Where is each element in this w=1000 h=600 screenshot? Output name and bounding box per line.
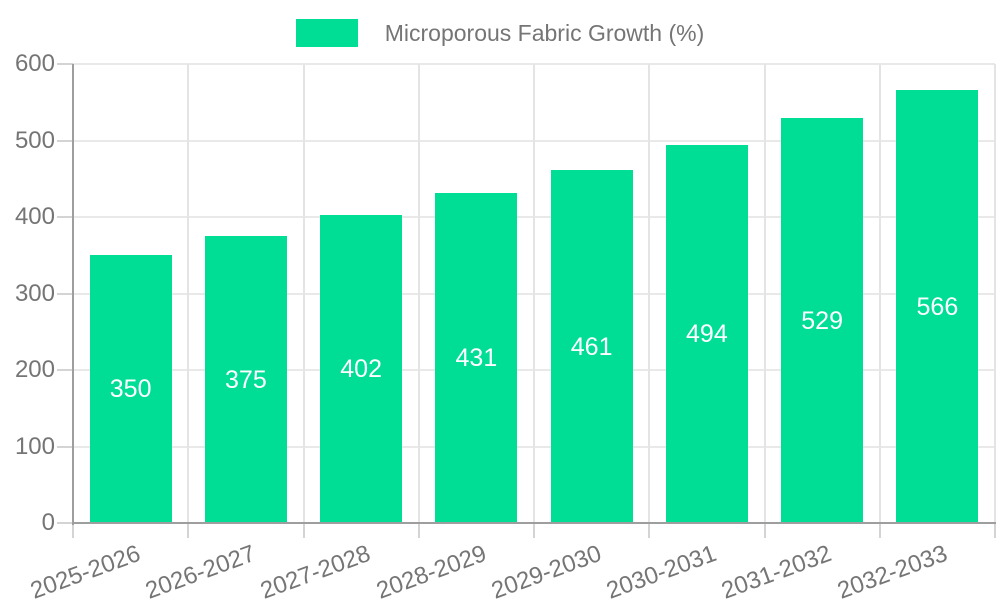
x-axis-tick-label: 2027-2028 <box>257 540 375 600</box>
x-axis-tick <box>187 523 190 538</box>
y-axis-tick-label: 0 <box>41 509 55 536</box>
bar[interactable] <box>204 236 287 523</box>
y-axis-tick <box>57 522 73 524</box>
chart-legend[interactable]: Microporous Fabric Growth (%) <box>0 17 1000 49</box>
x-axis-tick-label: 2032-2033 <box>833 540 951 600</box>
x-gridline <box>994 64 996 523</box>
x-axis-tick-label: 2031-2032 <box>718 540 836 600</box>
x-axis-tick-label: 2030-2031 <box>603 540 721 600</box>
x-axis-tick <box>302 523 305 538</box>
y-axis-tick-label: 600 <box>14 50 55 77</box>
x-gridline <box>533 64 535 523</box>
legend-swatch <box>295 19 358 47</box>
x-gridline <box>302 64 305 523</box>
x-axis-line <box>72 522 996 524</box>
x-gridline <box>648 64 651 523</box>
x-axis-tick-label: 2025-2026 <box>26 540 144 600</box>
x-axis-tick-label: 2029-2030 <box>487 540 605 600</box>
y-axis-tick <box>57 369 73 371</box>
x-gridline <box>878 64 881 523</box>
legend-label: Microporous Fabric Growth (%) <box>384 19 705 46</box>
x-axis-tick-label: 2028-2029 <box>372 540 490 600</box>
bar[interactable] <box>781 118 864 523</box>
bar[interactable] <box>665 145 748 523</box>
x-axis-tick-label: 2026-2027 <box>142 540 260 600</box>
x-axis-tick <box>878 523 881 538</box>
y-axis-line <box>72 64 74 525</box>
y-axis-tick <box>57 445 73 448</box>
y-axis-tick-label: 500 <box>14 126 55 154</box>
x-gridline <box>763 64 766 523</box>
y-axis-tick-label: 300 <box>14 279 55 307</box>
bar[interactable] <box>435 193 518 523</box>
y-axis-tick <box>57 292 73 295</box>
x-axis-tick <box>417 523 420 538</box>
x-gridline <box>417 64 420 523</box>
y-axis-tick-label: 100 <box>14 432 55 460</box>
x-axis-tick <box>648 523 651 538</box>
x-axis-tick <box>72 523 74 538</box>
x-gridline <box>187 64 190 523</box>
bar[interactable] <box>896 90 979 523</box>
x-axis-tick <box>533 523 535 538</box>
x-axis-tick <box>763 523 766 538</box>
y-axis-tick-label: 400 <box>14 203 55 230</box>
y-axis-tick <box>57 139 73 142</box>
bar[interactable] <box>320 215 403 523</box>
y-axis-tick <box>57 216 73 218</box>
y-axis-tick-label: 200 <box>14 356 55 383</box>
x-axis-tick <box>994 523 996 538</box>
bar[interactable] <box>550 170 633 523</box>
bar[interactable] <box>89 255 172 523</box>
y-axis-tick <box>57 63 73 65</box>
